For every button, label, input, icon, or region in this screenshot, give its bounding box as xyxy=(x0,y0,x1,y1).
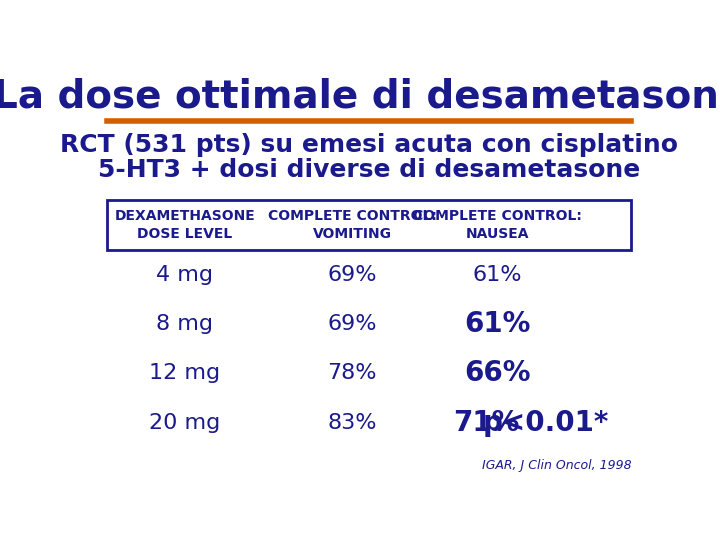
Text: COMPLETE CONTROL:
NAUSEA: COMPLETE CONTROL: NAUSEA xyxy=(413,208,582,241)
Text: 12 mg: 12 mg xyxy=(149,363,220,383)
Text: 20 mg: 20 mg xyxy=(149,413,220,433)
Text: 61%: 61% xyxy=(472,265,522,285)
Text: 83%: 83% xyxy=(328,413,377,433)
Text: 71%: 71% xyxy=(453,409,519,437)
Text: p<0.01*: p<0.01* xyxy=(482,409,609,437)
FancyBboxPatch shape xyxy=(107,200,631,250)
Text: COMPLETE CONTROL:
VOMITING: COMPLETE CONTROL: VOMITING xyxy=(268,208,437,241)
Text: 66%: 66% xyxy=(464,359,531,387)
Text: 5-HT3 + dosi diverse di desametasone: 5-HT3 + dosi diverse di desametasone xyxy=(98,158,640,183)
Text: 8 mg: 8 mg xyxy=(156,314,213,334)
Text: RCT (531 pts) su emesi acuta con cisplatino: RCT (531 pts) su emesi acuta con cisplat… xyxy=(60,133,678,157)
Text: 61%: 61% xyxy=(464,310,531,338)
Text: 69%: 69% xyxy=(328,265,377,285)
Text: 69%: 69% xyxy=(328,314,377,334)
Text: 4 mg: 4 mg xyxy=(156,265,213,285)
Text: IGAR, J Clin Oncol, 1998: IGAR, J Clin Oncol, 1998 xyxy=(482,460,631,472)
Text: La dose ottimale di desametasone: La dose ottimale di desametasone xyxy=(0,77,720,115)
Text: DEXAMETHASONE
DOSE LEVEL: DEXAMETHASONE DOSE LEVEL xyxy=(114,208,255,241)
Text: 78%: 78% xyxy=(328,363,377,383)
